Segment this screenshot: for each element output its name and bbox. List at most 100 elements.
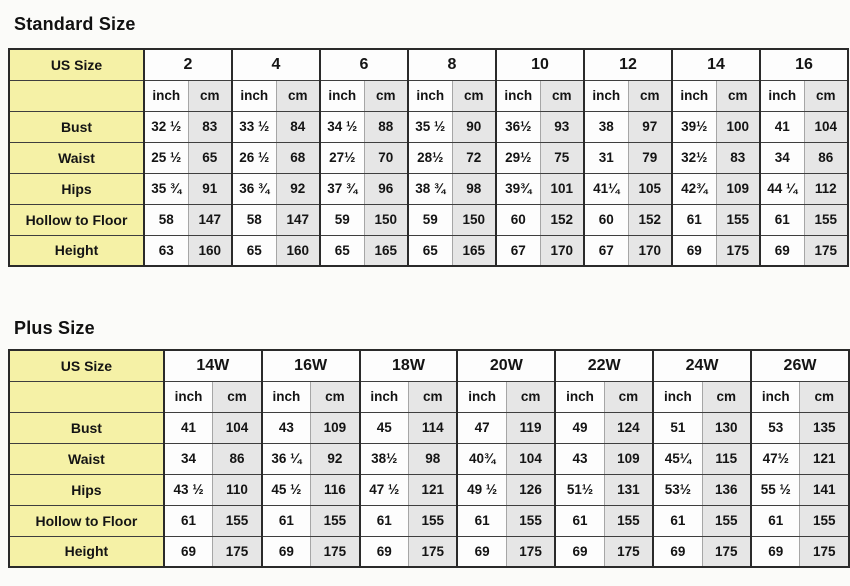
row-label: Height <box>9 535 164 568</box>
value-cell-cm: 175 <box>715 234 760 267</box>
value-cell-inch: 37 ¾ <box>319 172 364 205</box>
unit-inch-header: inch <box>319 79 364 112</box>
value-cell-inch: 65 <box>231 234 276 267</box>
value-cell-cm: 104 <box>505 442 556 475</box>
value-cell-inch: 36 ¾ <box>231 172 276 205</box>
value-cell-inch: 53½ <box>652 473 703 506</box>
table-row: Height 63 160 65 160 65 165 65 165 67 170 67 170 69 17… <box>9 234 848 267</box>
size-header-cell: 16W <box>260 349 360 382</box>
value-cell-cm: 104 <box>212 411 262 444</box>
unit-cm-header: cm <box>310 380 360 413</box>
value-cell-inch: 45 <box>358 411 409 444</box>
value-cell-cm: 86 <box>212 442 262 475</box>
table-row: Waist 34 86 36 ¼ 92 38½ 98 40¾ 104 43 109 45¼ 115 47½… <box>9 442 849 475</box>
value-cell-cm: 93 <box>539 110 584 143</box>
value-cell-inch: 41¼ <box>583 172 628 205</box>
row-label: Hollow to Floor <box>9 203 144 236</box>
table-row: Hollow to Floor 61 155 61 155 61 155 61 155 61 155… <box>9 504 849 537</box>
unit-cm-header: cm <box>799 380 849 413</box>
value-cell-cm: 98 <box>408 442 458 475</box>
value-cell-cm: 160 <box>275 234 320 267</box>
row-label: Waist <box>9 442 164 475</box>
plus-size-table: US Size 14W 16W 18W 20W 22W 24W 26W inch cm inch cm… <box>8 349 850 568</box>
unit-inch-header: inch <box>759 79 804 112</box>
value-cell-inch: 59 <box>319 203 364 236</box>
value-cell-cm: 175 <box>603 535 654 568</box>
value-cell-cm: 152 <box>627 203 672 236</box>
value-cell-cm: 135 <box>799 411 849 444</box>
value-cell-cm: 131 <box>603 473 654 506</box>
row-label: Hollow to Floor <box>9 504 164 537</box>
value-cell-cm: 155 <box>310 504 360 537</box>
unit-inch-header: inch <box>231 79 276 112</box>
value-cell-inch: 34 <box>162 442 213 475</box>
value-cell-inch: 47 ½ <box>358 473 409 506</box>
value-cell-cm: 175 <box>310 535 360 568</box>
table-row: Hips 35 ¾ 91 36 ¾ 92 37 ¾ 96 38 ¾ 98 39¾ 101 41¼ 105… <box>9 172 848 205</box>
corner-us-size-cell: US Size <box>9 349 164 382</box>
value-cell-inch: 25 ½ <box>143 141 188 174</box>
unit-cm-header: cm <box>212 380 262 413</box>
value-cell-cm: 72 <box>451 141 496 174</box>
value-cell-inch: 61 <box>652 504 703 537</box>
size-header-cell: 14 <box>671 48 760 81</box>
value-cell-inch: 27½ <box>319 141 364 174</box>
corner-empty-cell <box>9 79 144 112</box>
value-cell-inch: 38½ <box>358 442 409 475</box>
value-cell-cm: 175 <box>505 535 556 568</box>
value-cell-cm: 160 <box>187 234 232 267</box>
value-cell-inch: 61 <box>358 504 409 537</box>
value-cell-inch: 63 <box>143 234 188 267</box>
unit-inch-header: inch <box>162 380 213 413</box>
value-cell-inch: 38 <box>583 110 628 143</box>
value-cell-cm: 124 <box>603 411 654 444</box>
unit-cm-header: cm <box>803 79 848 112</box>
value-cell-cm: 83 <box>187 110 232 143</box>
value-cell-cm: 147 <box>187 203 232 236</box>
table-row: Hollow to Floor 58 147 58 147 59 150 59 150 60 152… <box>9 203 848 236</box>
unit-cm-header: cm <box>187 79 232 112</box>
unit-cm-header: cm <box>451 79 496 112</box>
value-cell-cm: 79 <box>627 141 672 174</box>
value-cell-inch: 47 <box>456 411 507 444</box>
unit-inch-header: inch <box>554 380 605 413</box>
value-cell-inch: 34 <box>759 141 804 174</box>
value-cell-inch: 44 ¼ <box>759 172 804 205</box>
value-cell-cm: 155 <box>505 504 556 537</box>
row-label: Bust <box>9 110 144 143</box>
value-cell-cm: 121 <box>408 473 458 506</box>
value-cell-inch: 43 <box>554 442 605 475</box>
value-cell-cm: 150 <box>451 203 496 236</box>
value-cell-inch: 60 <box>583 203 628 236</box>
value-cell-inch: 51½ <box>554 473 605 506</box>
value-cell-inch: 41 <box>162 411 213 444</box>
size-header-cell: 4 <box>231 48 320 81</box>
value-cell-inch: 35 ¾ <box>143 172 188 205</box>
value-cell-cm: 155 <box>701 504 751 537</box>
unit-inch-header: inch <box>750 380 800 413</box>
value-cell-inch: 58 <box>231 203 276 236</box>
value-cell-cm: 98 <box>451 172 496 205</box>
unit-cm-header: cm <box>408 380 458 413</box>
value-cell-cm: 150 <box>363 203 408 236</box>
unit-cm-header: cm <box>275 79 320 112</box>
value-cell-inch: 49 ½ <box>456 473 507 506</box>
value-cell-inch: 58 <box>143 203 188 236</box>
unit-cm-header: cm <box>627 79 672 112</box>
value-cell-cm: 104 <box>803 110 848 143</box>
value-cell-inch: 26 ½ <box>231 141 276 174</box>
unit-cm-header: cm <box>715 79 760 112</box>
value-cell-cm: 84 <box>275 110 320 143</box>
unit-header-row: inch cm inch cm inch cm inch cm inch cm inch cm inch… <box>9 380 849 413</box>
value-cell-cm: 130 <box>701 411 751 444</box>
size-header-cell: 12 <box>583 48 672 81</box>
value-cell-cm: 115 <box>701 442 751 475</box>
value-cell-cm: 175 <box>212 535 262 568</box>
value-cell-inch: 61 <box>671 203 716 236</box>
size-header-cell: 22W <box>554 349 654 382</box>
size-header-cell: 24W <box>652 349 751 382</box>
unit-inch-header: inch <box>358 380 409 413</box>
size-header-row: US Size 2 4 6 8 10 12 14 16 <box>9 48 848 81</box>
value-cell-inch: 61 <box>260 504 311 537</box>
value-cell-cm: 90 <box>451 110 496 143</box>
